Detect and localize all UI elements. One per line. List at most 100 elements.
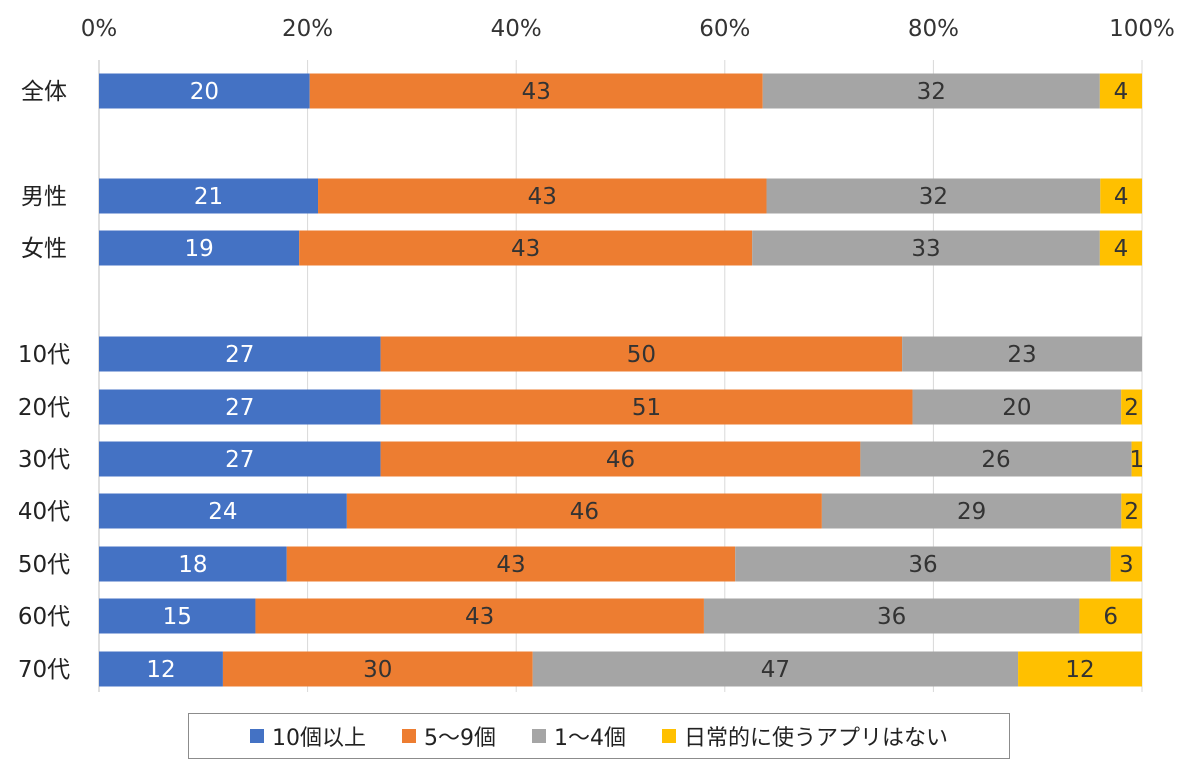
chart-legend: 10個以上 5～9個 1～4個 日常的に使うアプリはない bbox=[188, 713, 1010, 759]
bar-segment bbox=[99, 178, 319, 214]
data-label: 18 bbox=[178, 552, 207, 578]
legend-label: 1～4個 bbox=[553, 726, 626, 751]
bar-segment bbox=[255, 598, 704, 634]
bar-segment bbox=[532, 651, 1019, 687]
data-label: 43 bbox=[511, 236, 540, 262]
data-label: 51 bbox=[632, 395, 661, 421]
data-label: 46 bbox=[570, 499, 599, 525]
x-tick-label: 40% bbox=[491, 16, 542, 42]
category-label: 40代 bbox=[18, 499, 70, 525]
bar-segment bbox=[762, 73, 1100, 109]
data-label: 30 bbox=[363, 657, 392, 683]
bar-segment bbox=[99, 389, 381, 425]
data-label: 46 bbox=[606, 447, 635, 473]
data-label: 24 bbox=[208, 499, 237, 525]
category-label: 20代 bbox=[18, 395, 70, 421]
data-label: 3 bbox=[1119, 552, 1134, 578]
data-label: 4 bbox=[1114, 236, 1129, 262]
data-label: 43 bbox=[528, 184, 557, 210]
bar-segment bbox=[380, 336, 903, 372]
data-label: 19 bbox=[184, 236, 213, 262]
x-tick-label: 0% bbox=[81, 16, 118, 42]
data-label: 27 bbox=[225, 395, 254, 421]
bar-segment bbox=[1110, 546, 1142, 582]
category-label: 全体 bbox=[21, 79, 67, 105]
data-label: 23 bbox=[1007, 342, 1036, 368]
legend-item: 1～4個 bbox=[531, 720, 626, 752]
category-label: 50代 bbox=[18, 552, 70, 578]
data-label: 15 bbox=[163, 604, 192, 630]
data-label: 50 bbox=[627, 342, 656, 368]
data-label: 43 bbox=[465, 604, 494, 630]
bar-segment bbox=[752, 230, 1100, 266]
bar-segment bbox=[1100, 178, 1142, 214]
data-label: 4 bbox=[1114, 184, 1129, 210]
legend-swatch bbox=[249, 729, 264, 743]
x-tick-label: 60% bbox=[699, 16, 750, 42]
data-label: 12 bbox=[1065, 657, 1094, 683]
bar-segment bbox=[821, 493, 1122, 529]
bar-segment bbox=[1079, 598, 1142, 634]
bar-segment bbox=[1099, 230, 1142, 266]
legend-item: 5～9個 bbox=[401, 720, 496, 752]
category-label: 60代 bbox=[18, 604, 70, 630]
data-label: 36 bbox=[877, 604, 906, 630]
category-label: 女性 bbox=[21, 236, 67, 262]
legend-label: 5～9個 bbox=[423, 726, 496, 751]
legend-swatch bbox=[531, 729, 546, 743]
data-label: 29 bbox=[957, 499, 986, 525]
legend-swatch bbox=[401, 729, 416, 743]
data-label: 27 bbox=[225, 342, 254, 368]
data-label: 33 bbox=[911, 236, 940, 262]
data-label: 21 bbox=[194, 184, 223, 210]
data-label: 2 bbox=[1124, 499, 1139, 525]
bar-segment bbox=[1121, 389, 1142, 425]
category-label: 10代 bbox=[18, 342, 70, 368]
bar-segment bbox=[286, 546, 736, 582]
bar-segment bbox=[766, 178, 1101, 214]
bar-segment bbox=[299, 230, 753, 266]
data-label: 43 bbox=[496, 552, 525, 578]
bar-segment bbox=[1131, 441, 1142, 477]
bar-segment bbox=[1099, 73, 1142, 109]
data-label: 43 bbox=[522, 79, 551, 105]
data-label: 27 bbox=[225, 447, 254, 473]
category-label: 70代 bbox=[18, 657, 70, 683]
data-label: 26 bbox=[981, 447, 1010, 473]
data-label: 32 bbox=[917, 79, 946, 105]
category-label: 30代 bbox=[18, 447, 70, 473]
data-label: 36 bbox=[908, 552, 937, 578]
bar-segment bbox=[1018, 651, 1142, 687]
bar-segment bbox=[99, 493, 347, 529]
data-label: 4 bbox=[1114, 79, 1129, 105]
x-tick-label: 80% bbox=[908, 16, 959, 42]
bar-segment bbox=[99, 73, 310, 109]
bar-segment bbox=[99, 651, 223, 687]
bar-segment bbox=[99, 441, 381, 477]
bar-segment bbox=[99, 546, 287, 582]
data-label: 47 bbox=[761, 657, 790, 683]
bar-segment bbox=[735, 546, 1111, 582]
data-label: 2 bbox=[1124, 395, 1139, 421]
bar-segment bbox=[1121, 493, 1142, 529]
bar-segment bbox=[99, 336, 381, 372]
bar-segment bbox=[99, 598, 256, 634]
data-label: 32 bbox=[919, 184, 948, 210]
x-tick-label: 20% bbox=[282, 16, 333, 42]
bar-segment bbox=[380, 389, 913, 425]
bar-segment bbox=[309, 73, 763, 109]
data-label: 1 bbox=[1129, 447, 1144, 473]
x-tick-label: 100% bbox=[1109, 16, 1175, 42]
legend-label: 日常的に使うアプリはない bbox=[683, 726, 948, 751]
bar-segment bbox=[912, 389, 1122, 425]
data-label: 20 bbox=[190, 79, 219, 105]
data-label: 20 bbox=[1002, 395, 1031, 421]
legend-swatch bbox=[661, 729, 676, 743]
bar-segment bbox=[902, 336, 1142, 372]
bar-segment bbox=[222, 651, 533, 687]
bar-segment bbox=[860, 441, 1132, 477]
bar-segment bbox=[346, 493, 822, 529]
category-label: 男性 bbox=[21, 184, 67, 210]
